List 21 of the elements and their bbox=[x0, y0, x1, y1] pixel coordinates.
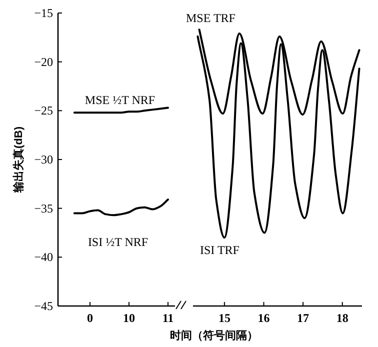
y-tick-label: −20 bbox=[34, 54, 53, 69]
y-axis-title: 输出失真(dB) bbox=[12, 126, 25, 194]
x-tick-label: 11 bbox=[162, 311, 174, 325]
x-tick-label: 0 bbox=[87, 311, 93, 325]
series-label: MSE ½T NRF bbox=[84, 93, 156, 107]
y-tick-label: −25 bbox=[34, 104, 53, 118]
y-tick-label: −40 bbox=[34, 250, 53, 264]
x-tick-label: 15 bbox=[218, 311, 230, 325]
x-tick-label: 16 bbox=[258, 311, 270, 325]
line-series bbox=[73, 198, 169, 216]
series-label: ISI TRF bbox=[200, 243, 240, 257]
x-axis-title: 时间（符号间隔） bbox=[170, 329, 258, 342]
x-tick-label: 18 bbox=[336, 311, 348, 325]
y-tick-label: −45 bbox=[34, 299, 53, 313]
y-tick-label: −30 bbox=[34, 152, 53, 166]
y-tick-label: −15 bbox=[34, 6, 53, 20]
y-tick-label: −35 bbox=[34, 201, 53, 216]
x-tick-label: 10 bbox=[123, 311, 135, 325]
x-tick-label: 17 bbox=[297, 311, 310, 325]
series-label: MSE TRF bbox=[186, 11, 236, 25]
series-label: ISI ½T NRF bbox=[88, 235, 148, 249]
